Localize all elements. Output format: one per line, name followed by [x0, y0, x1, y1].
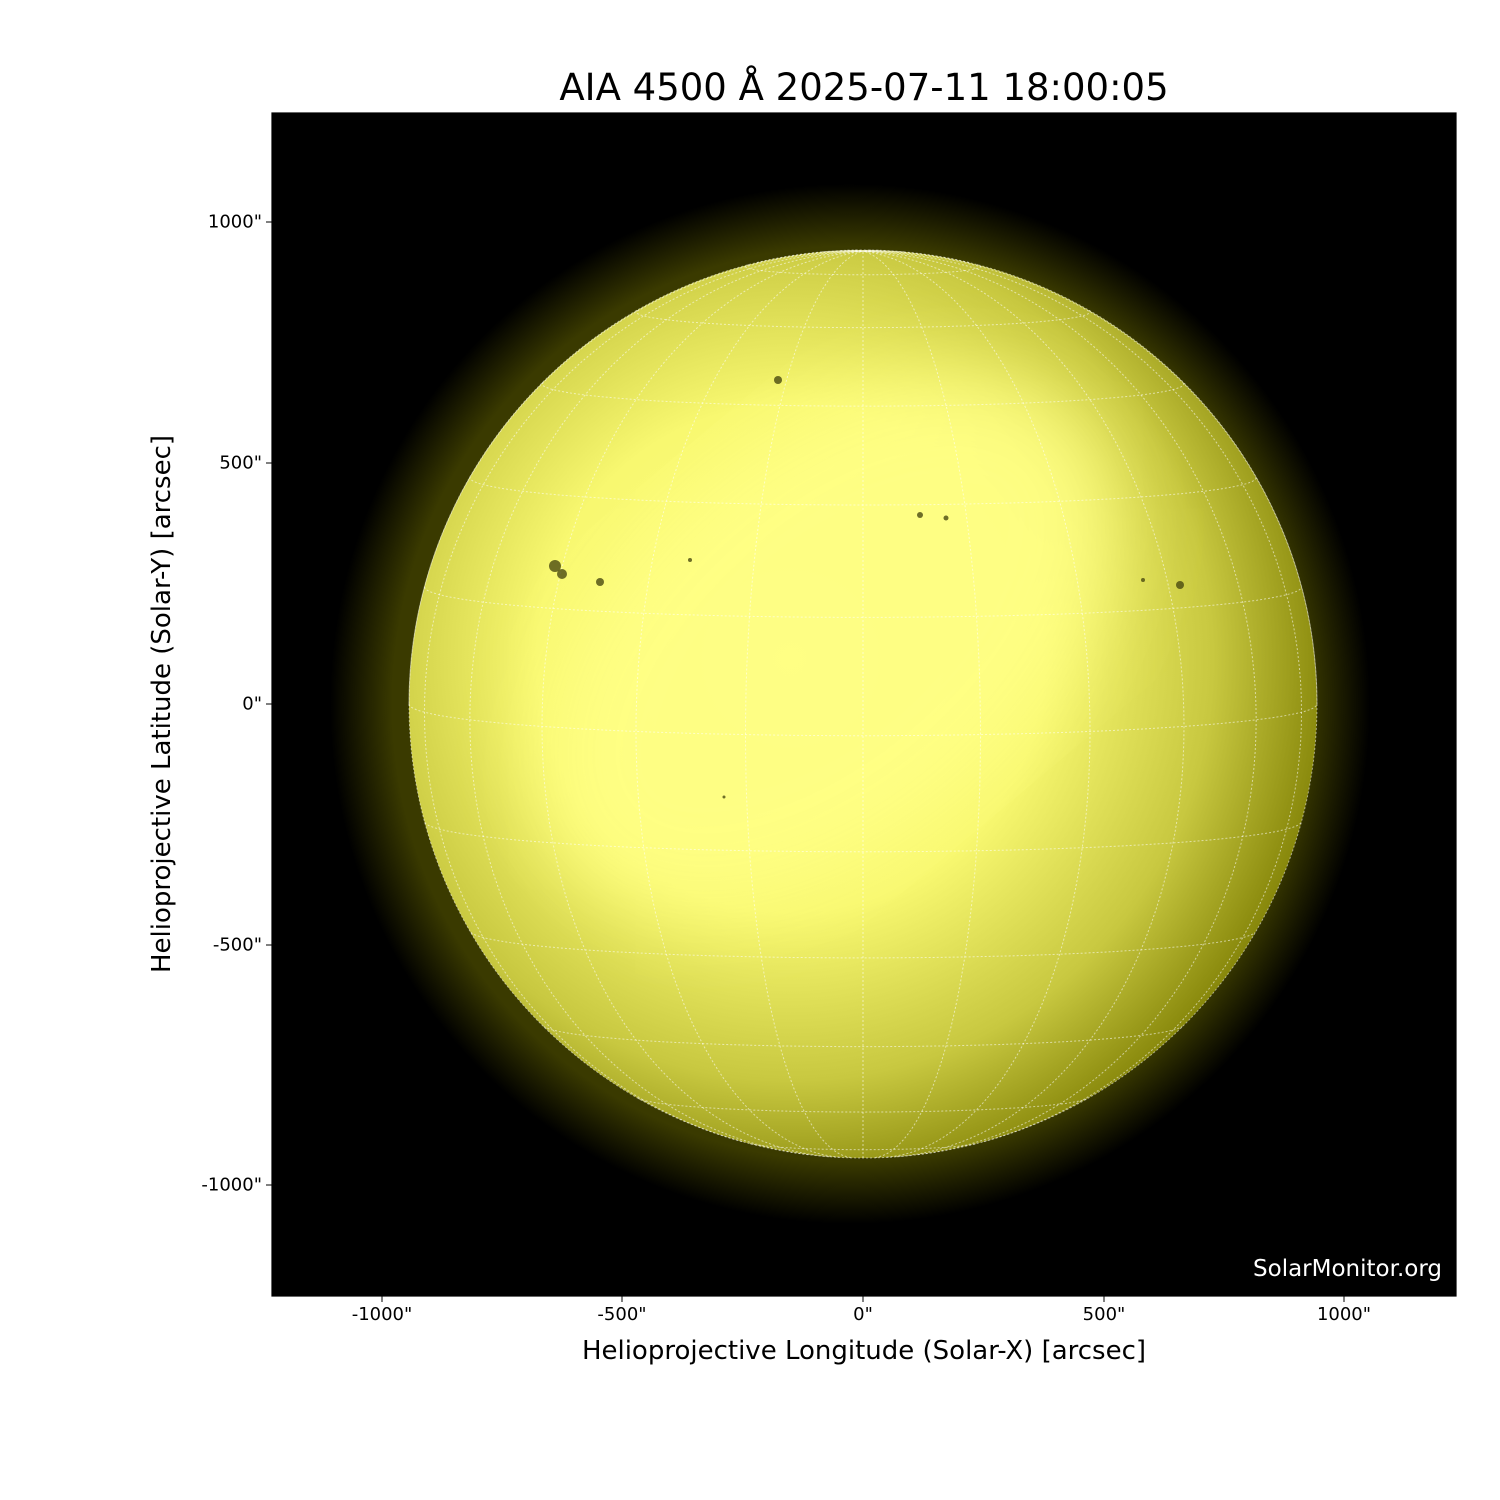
longitude-line	[469, 250, 864, 1156]
longitude-line	[423, 250, 864, 1143]
y-tick-label: 0"	[242, 693, 262, 715]
latitude-line	[637, 1097, 1089, 1113]
longitude-line	[821, 250, 864, 253]
longitude-line	[862, 250, 1257, 1156]
sunspot	[774, 376, 782, 384]
y-tick-label: -1000"	[201, 1174, 262, 1196]
latitude-line	[424, 822, 1302, 853]
sunspot	[917, 512, 923, 518]
x-tick-label: 500"	[1082, 1304, 1126, 1325]
latitude-line	[470, 932, 1256, 959]
y-tick-label: -500"	[212, 934, 262, 956]
latitude-line	[469, 476, 1257, 506]
tick-marks	[266, 221, 1345, 1302]
y-tick-label: 1000"	[207, 211, 262, 233]
longitude-line	[862, 250, 1185, 1158]
latitude-line	[408, 703, 1318, 737]
sunspot	[596, 578, 604, 586]
sunspot	[557, 569, 567, 579]
x-tick-label: -1000"	[351, 1304, 413, 1325]
longitude-line	[635, 250, 864, 1158]
sunspot	[688, 558, 692, 562]
limb-line	[408, 249, 1318, 1159]
longitude-line	[541, 250, 864, 1158]
sunspots	[549, 376, 1184, 799]
x-tick-label: -500"	[597, 1304, 647, 1325]
coordinate-grid	[408, 249, 1318, 1159]
y-tick-label: 500"	[219, 452, 262, 474]
longitude-line	[862, 250, 1303, 1143]
bright-region	[546, 378, 1114, 902]
watermark: SolarMonitor.org	[1253, 1256, 1442, 1282]
latitude-line	[749, 1143, 977, 1151]
latitude-line	[541, 381, 1185, 407]
latitude-line	[543, 1026, 1183, 1048]
plot-title: AIA 4500 Å 2025-07-11 18:00:05	[559, 66, 1169, 109]
sunspot	[943, 515, 949, 521]
x-tick-label: 0"	[853, 1304, 873, 1325]
sunspot	[722, 795, 726, 799]
x-axis-label: Helioprojective Longitude (Solar-X) [arc…	[581, 1336, 1147, 1366]
sunspot	[1176, 581, 1184, 589]
longitude-line	[862, 250, 982, 1159]
longitude-line	[862, 250, 1091, 1158]
y-axis-label: Helioprojective Latitude (Solar-Y) [arcs…	[147, 434, 177, 974]
latitude-line	[744, 264, 982, 276]
longitude-line	[744, 250, 864, 1159]
sunspot	[1141, 578, 1145, 582]
x-tick-label: 1000"	[1316, 1304, 1372, 1325]
sunspot	[549, 560, 561, 572]
